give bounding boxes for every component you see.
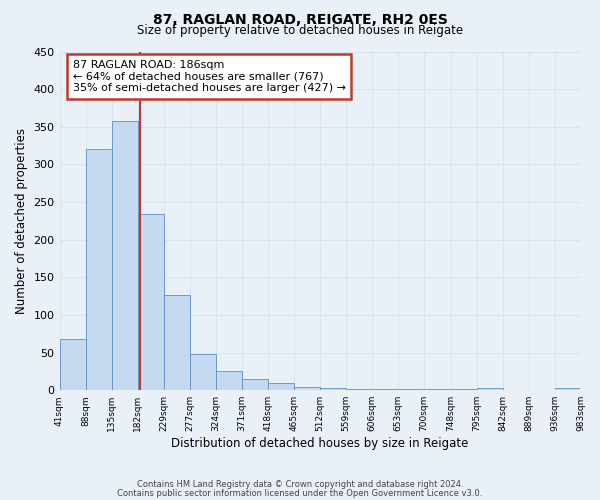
Bar (216, 372, 242, 390)
Bar (190, 354, 216, 390)
Bar (242, 379, 268, 390)
Text: Contains HM Land Registry data © Crown copyright and database right 2024.: Contains HM Land Registry data © Crown c… (137, 480, 463, 489)
Y-axis label: Number of detached properties: Number of detached properties (15, 128, 28, 314)
Bar (86, 150, 112, 390)
Text: 87 RAGLAN ROAD: 186sqm
← 64% of detached houses are smaller (767)
35% of semi-de: 87 RAGLAN ROAD: 186sqm ← 64% of detached… (73, 60, 346, 93)
Bar (164, 296, 190, 390)
Text: 87, RAGLAN ROAD, REIGATE, RH2 0ES: 87, RAGLAN ROAD, REIGATE, RH2 0ES (152, 12, 448, 26)
Bar (320, 388, 346, 390)
X-axis label: Distribution of detached houses by size in Reigate: Distribution of detached houses by size … (172, 437, 469, 450)
Bar (554, 388, 581, 390)
Bar (112, 120, 137, 390)
Bar (372, 388, 398, 390)
Bar (346, 388, 372, 390)
Bar (476, 388, 503, 390)
Bar (268, 382, 294, 390)
Bar (137, 214, 164, 390)
Bar (59, 339, 86, 390)
Text: Contains public sector information licensed under the Open Government Licence v3: Contains public sector information licen… (118, 488, 482, 498)
Bar (294, 387, 320, 390)
Text: Size of property relative to detached houses in Reigate: Size of property relative to detached ho… (137, 24, 463, 37)
